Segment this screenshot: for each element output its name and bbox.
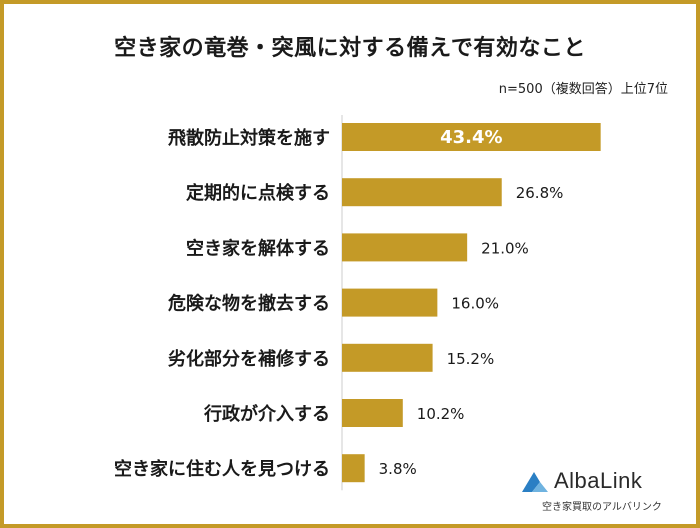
category-label: 空き家を解体する (186, 237, 330, 259)
value-label: 10.2% (417, 405, 465, 423)
bar (342, 343, 433, 372)
value-label: 3.8% (379, 460, 417, 478)
category-label: 劣化部分を補修する (168, 348, 330, 370)
bar (342, 399, 403, 427)
value-label: 21.0% (481, 239, 529, 257)
logo-tagline: 空き家買取のアルバリンク (542, 502, 662, 513)
category-label: 定期的に点検する (186, 182, 330, 204)
albalink-logo-icon (522, 472, 548, 492)
category-label: 飛散防止対策を施す (168, 127, 330, 149)
value-label: 26.8% (516, 184, 564, 202)
category-label: 行政が介入する (203, 403, 330, 425)
bar (342, 178, 502, 207)
bar (342, 288, 438, 317)
albalink-logo: AlbaLink 空き家買取のアルバリンク (520, 466, 680, 516)
value-label: 43.4% (440, 127, 502, 148)
bar (342, 454, 365, 483)
bar (342, 123, 601, 151)
sample-note: n=500（複数回答）上位7位 (498, 82, 668, 97)
category-label: 空き家に住む人を見つける (114, 458, 330, 480)
category-label: 危険な物を撤去する (167, 293, 330, 315)
bar (342, 233, 468, 262)
logo-name: AlbaLink (554, 468, 643, 493)
value-label: 16.0% (451, 295, 499, 313)
value-label: 15.2% (447, 350, 495, 368)
chart-title: 空き家の竜巻・突風に対する備えで有効なこと (114, 36, 586, 61)
